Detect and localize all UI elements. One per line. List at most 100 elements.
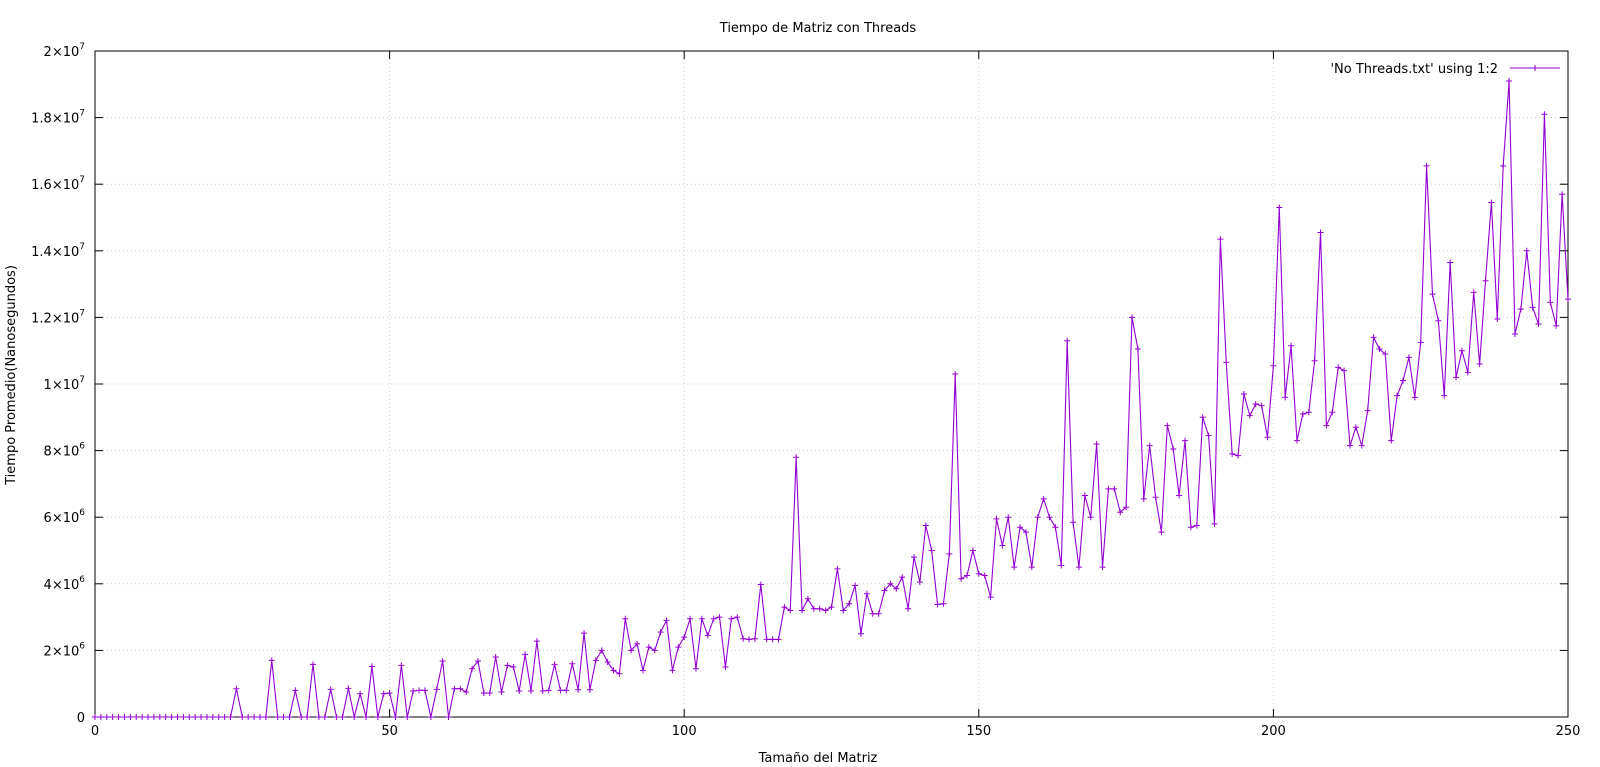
data-point	[669, 667, 676, 674]
data-point	[351, 714, 358, 720]
data-point	[286, 714, 293, 720]
data-point	[1553, 322, 1560, 329]
data-point	[363, 714, 370, 720]
data-point	[268, 657, 275, 664]
data-point	[1447, 259, 1454, 266]
data-point	[174, 714, 181, 720]
y-tick-label: 2×107	[44, 42, 85, 60]
data-point	[710, 615, 717, 622]
data-point	[304, 714, 311, 720]
data-point	[168, 714, 175, 720]
data-point	[1288, 342, 1295, 349]
data-point	[910, 554, 917, 561]
data-point	[952, 371, 959, 378]
data-point	[92, 714, 98, 720]
data-point	[1123, 504, 1130, 511]
legend: 'No Threads.txt' using 1:2	[1330, 62, 1560, 77]
data-point	[1376, 346, 1383, 353]
data-point	[1011, 564, 1018, 571]
data-point	[1176, 492, 1183, 499]
data-point	[934, 601, 941, 608]
data-point	[1352, 424, 1359, 431]
data-point	[687, 615, 694, 622]
data-point	[227, 714, 234, 720]
data-point	[787, 607, 794, 614]
data-point	[875, 610, 882, 617]
data-point	[274, 714, 281, 720]
data-point	[315, 714, 322, 720]
data-point	[1070, 519, 1077, 526]
data-point	[498, 689, 505, 696]
y-tick-label: 6×106	[44, 508, 86, 526]
x-tick-label: 50	[381, 724, 398, 739]
data-point	[604, 659, 611, 666]
data-point	[463, 689, 470, 696]
chart-title: Tiempo de Matriz con Threads	[719, 21, 917, 36]
data-point	[1494, 316, 1501, 323]
data-point	[1081, 492, 1088, 499]
data-point	[1099, 564, 1106, 571]
data-point	[1140, 495, 1147, 502]
data-point	[1358, 442, 1365, 449]
data-point	[1128, 314, 1135, 321]
data-point	[793, 454, 800, 461]
data-point	[716, 614, 723, 621]
data-point	[333, 714, 340, 720]
y-tick-label: 4×106	[44, 575, 86, 593]
data-point	[374, 714, 381, 720]
data-point	[675, 644, 682, 651]
data-point	[663, 617, 670, 624]
data-point	[551, 661, 558, 668]
data-point	[1523, 247, 1530, 254]
data-point	[280, 714, 287, 720]
data-point	[256, 714, 263, 720]
data-point	[1046, 514, 1053, 521]
data-point	[1223, 359, 1230, 366]
data-point	[1182, 437, 1189, 444]
data-point	[1423, 162, 1430, 169]
data-point	[728, 615, 735, 622]
data-point	[1541, 111, 1548, 118]
data-point	[740, 635, 747, 642]
data-point	[1034, 514, 1041, 521]
data-point	[1229, 450, 1236, 457]
data-point	[421, 687, 428, 694]
data-point	[999, 542, 1006, 549]
data-point	[1276, 204, 1283, 211]
data-point	[380, 690, 387, 697]
data-point	[404, 714, 411, 720]
data-point	[1482, 277, 1489, 284]
data-point	[427, 714, 434, 720]
data-point	[586, 686, 593, 693]
data-point	[1134, 346, 1141, 353]
data-point	[1152, 494, 1159, 501]
data-point	[198, 714, 205, 720]
data-point	[928, 547, 935, 554]
data-point	[828, 604, 835, 611]
data-point	[251, 714, 258, 720]
data-point	[127, 714, 134, 720]
data-point	[298, 714, 305, 720]
data-point	[451, 685, 458, 692]
data-point	[1258, 402, 1265, 409]
y-tick-label: 2×106	[44, 641, 86, 659]
data-point	[1441, 392, 1448, 399]
data-point	[1105, 485, 1112, 492]
data-point	[1058, 562, 1065, 569]
data-point	[433, 686, 440, 693]
data-point	[993, 515, 1000, 522]
data-point	[357, 690, 364, 697]
data-point	[1305, 409, 1312, 416]
y-tick-label: 8×106	[44, 442, 86, 460]
data-point	[622, 615, 629, 622]
data-point	[528, 688, 535, 695]
data-point	[1511, 331, 1518, 338]
data-point	[698, 615, 705, 622]
data-point	[969, 547, 976, 554]
data-point	[115, 714, 122, 720]
data-point	[139, 714, 146, 720]
data-point	[1093, 440, 1100, 447]
data-point	[145, 714, 152, 720]
data-point	[474, 658, 481, 665]
